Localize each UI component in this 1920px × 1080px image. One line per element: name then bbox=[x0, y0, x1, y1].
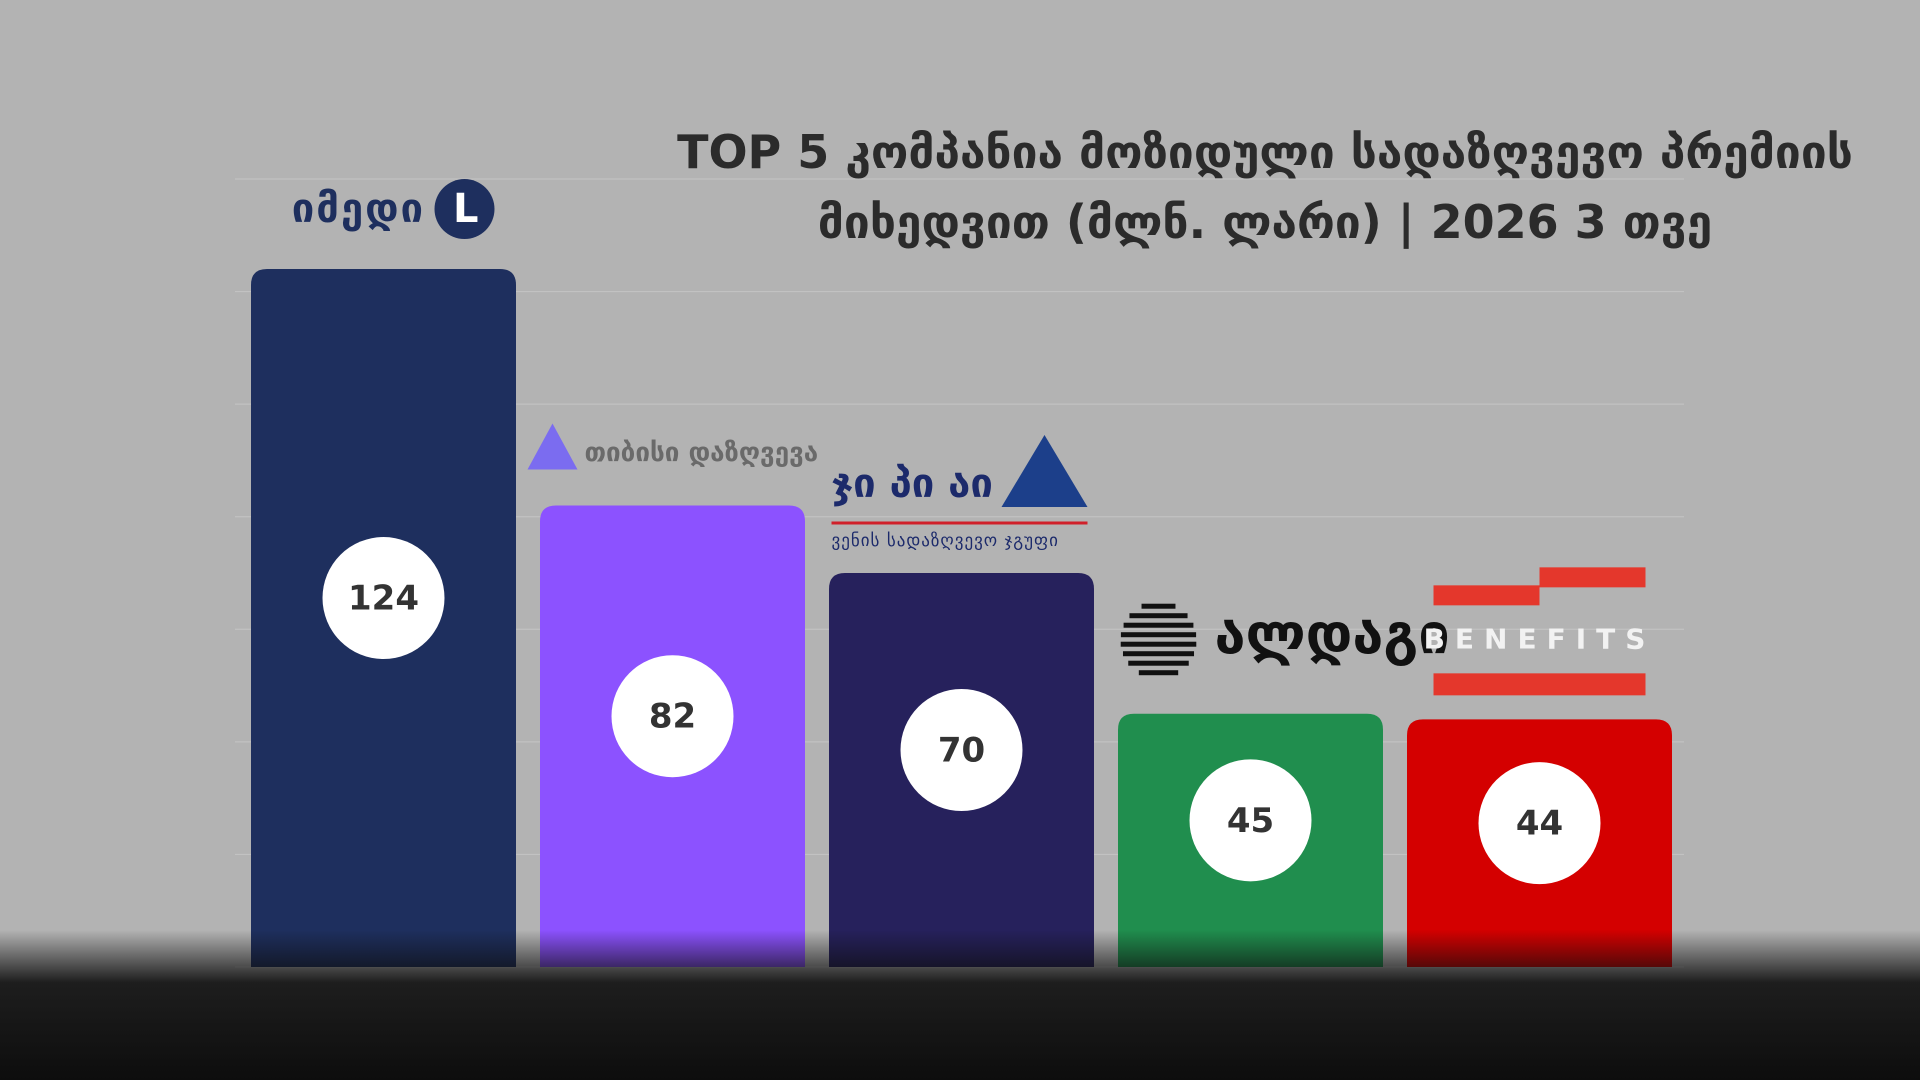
value-label: 45 bbox=[1227, 801, 1274, 841]
logo-mark bbox=[1433, 585, 1540, 606]
value-label: 44 bbox=[1516, 804, 1563, 844]
plot: 124 იმედი L 82 თიბისი დაზღვევა 70 ჯი პი აი ვენ… bbox=[251, 179, 1672, 967]
logo-mark bbox=[1128, 660, 1189, 666]
logo-mark bbox=[1433, 673, 1646, 696]
category-label: იმედი L bbox=[292, 186, 481, 232]
chart-title: TOP 5 კომპანია მოზიდული სადაზღვევო პრემი… bbox=[677, 125, 1853, 250]
value-label: 124 bbox=[348, 579, 419, 619]
logo-mark bbox=[1123, 622, 1194, 628]
value-label: 70 bbox=[938, 731, 985, 771]
value-badge bbox=[900, 689, 1023, 811]
category-label: თიბისი დაზღვევა bbox=[585, 438, 819, 468]
logo-mark bbox=[1129, 613, 1188, 619]
category-label: ალდაგი bbox=[1215, 602, 1450, 667]
category-label: BENEFITS bbox=[1424, 622, 1656, 655]
logo-mark bbox=[1539, 567, 1646, 588]
logo-mark bbox=[1141, 603, 1176, 609]
annotation: ვენის სადაზღვევო ჯგუფი bbox=[832, 531, 1059, 551]
value-badge bbox=[611, 655, 734, 778]
category-label: ჯი პი აი bbox=[832, 461, 993, 507]
bottom-fade bbox=[0, 930, 1920, 1080]
logo-mark bbox=[527, 423, 578, 470]
value-badge bbox=[1189, 759, 1312, 882]
value-badge bbox=[322, 537, 445, 660]
logo-mark bbox=[1120, 632, 1197, 638]
logo-mark bbox=[1001, 435, 1088, 507]
logo-mark bbox=[1138, 670, 1179, 676]
logo-mark bbox=[434, 179, 495, 240]
value-badge bbox=[1478, 762, 1601, 885]
value-label: 82 bbox=[649, 697, 696, 737]
logo-mark bbox=[1122, 651, 1195, 657]
logo-mark bbox=[1120, 641, 1197, 647]
